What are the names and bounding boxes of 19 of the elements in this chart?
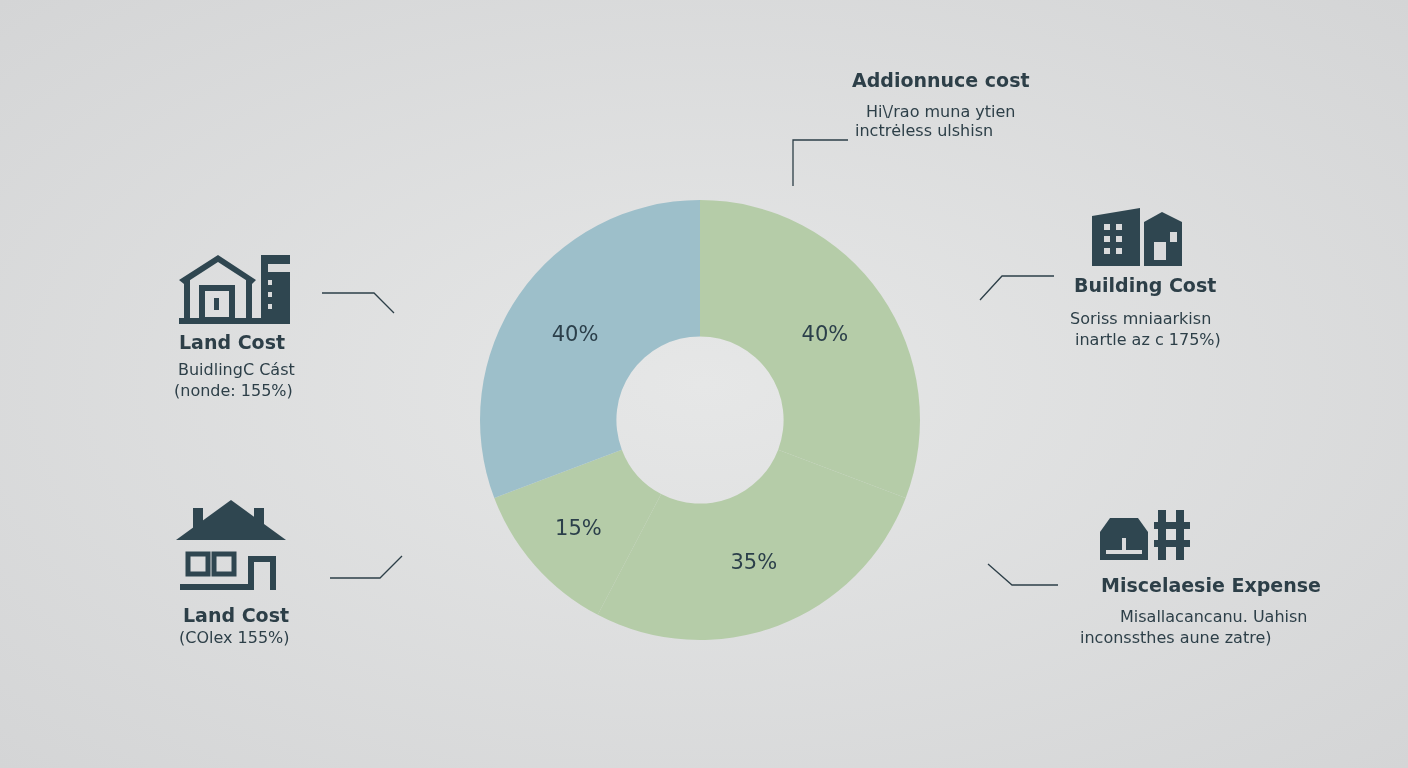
text: Soriss mniaarkisn <box>1070 309 1212 328</box>
data-label: 35% <box>730 549 778 574</box>
text: Hi\/rao muna ytien <box>866 102 1016 121</box>
data-label: 15% <box>555 515 602 540</box>
text: Land Cost <box>179 331 286 353</box>
text: Miscelaesie Expense <box>1101 574 1321 596</box>
text: inartle az c 175%) <box>1075 330 1221 349</box>
data-label: 40% <box>801 321 849 346</box>
text: Misallacancanu. Uahisn <box>1120 607 1308 626</box>
text: inctrėless ulshisn <box>855 121 994 140</box>
text: inconssthes aune zatre) <box>1080 628 1272 647</box>
text: Addionnuce cost <box>852 69 1030 91</box>
donut-slice <box>480 200 700 499</box>
text: Land Cost <box>183 604 290 626</box>
data-label: 40% <box>551 321 599 346</box>
text: Building Cost <box>1074 274 1217 296</box>
text: BuidlingC Cást <box>178 360 295 379</box>
text: (COlex 155%) <box>179 628 290 647</box>
text: (nonde: 155%) <box>174 381 293 400</box>
